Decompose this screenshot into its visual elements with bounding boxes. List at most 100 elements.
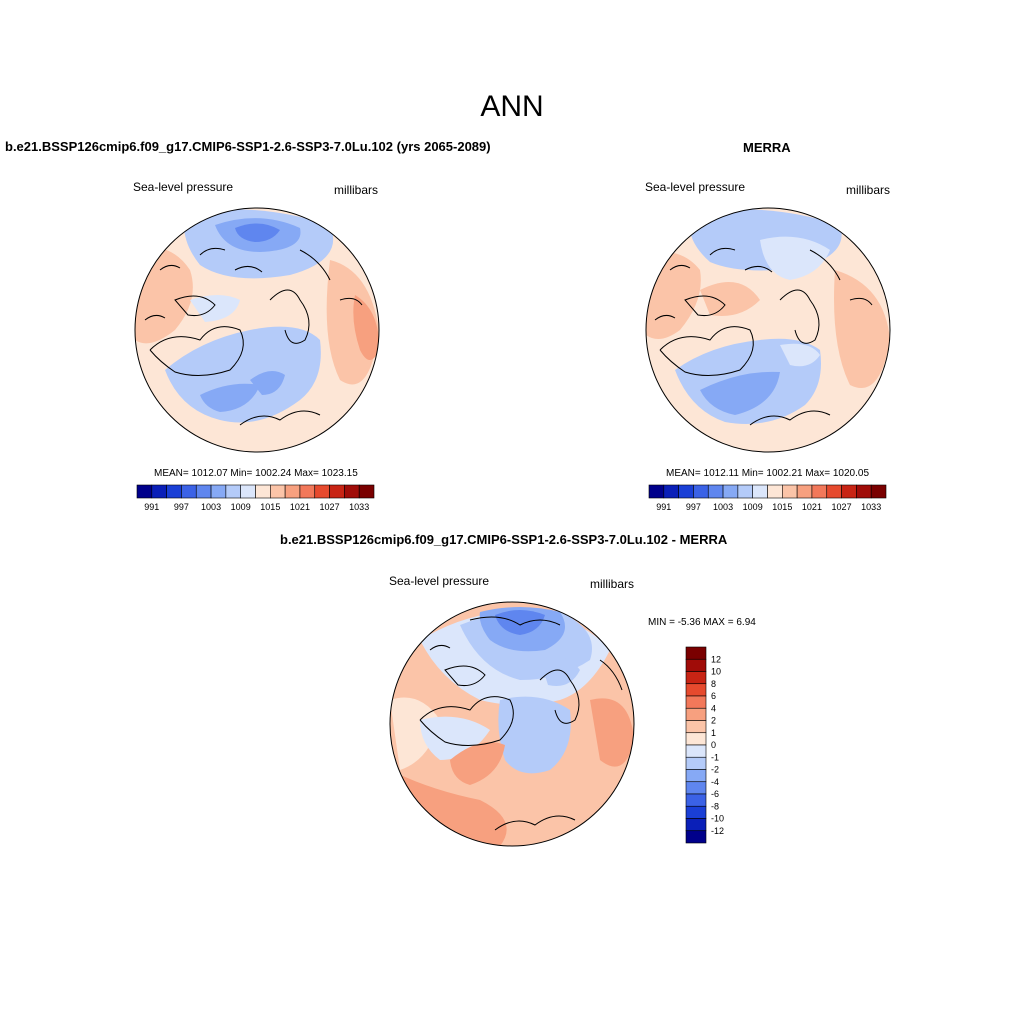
map1-colorbar-tick-label: 1009: [231, 502, 251, 512]
panel2-units-label: millibars: [846, 183, 891, 197]
map2-colorbar-box: [693, 484, 709, 499]
pressure-region: [540, 656, 580, 686]
map2-border: [645, 207, 891, 453]
coastline: [654, 264, 691, 321]
map3-colorbar-box: [685, 646, 707, 660]
coastline: [659, 326, 754, 376]
pressure-region: [700, 282, 760, 316]
pressure-region: [390, 697, 440, 770]
pressure-region: [200, 383, 260, 412]
map3-colorbar-tick-label: 4: [711, 703, 716, 713]
map1-colorbar-box: [195, 484, 212, 499]
map3-colorbar-box: [685, 756, 707, 770]
map3-colorbar-box: [685, 732, 707, 746]
map1-colorbar: 991 997 1003 1009 1015 1021 1027 1033: [136, 484, 375, 512]
map2-colorbar-tick-label: 1015: [772, 502, 792, 512]
map3-colorbar-box: [685, 805, 707, 819]
map2-colorbar-box: [856, 484, 872, 499]
map3-colorbar-box: [685, 707, 707, 721]
panel2-stats: MEAN= 1012.11 Min= 1002.21 Max= 1020.05: [666, 468, 870, 479]
pressure-region: [760, 236, 830, 280]
map2-colorbar-tick-label: 1027: [832, 502, 852, 512]
map2-colorbar-tick-label: 997: [686, 502, 701, 512]
map3-field: [390, 602, 634, 846]
pressure-region: [498, 696, 571, 774]
coastline: [174, 295, 216, 316]
map2-colorbar-box: [826, 484, 842, 499]
map1-colorbar-box: [240, 484, 256, 499]
coastline: [149, 326, 244, 376]
coastline: [539, 669, 580, 724]
coastline: [419, 696, 514, 746]
map1-colorbar-box: [299, 484, 316, 499]
map3-colorbar-tick-label: 0: [711, 740, 716, 750]
map1-colorbar-tick-label: 1003: [201, 502, 221, 512]
map3-colorbar-box: [685, 695, 707, 709]
pressure-region: [190, 295, 240, 322]
map1-colorbar-box: [329, 484, 345, 499]
pressure-region: [353, 295, 379, 360]
map1-colorbar-box: [358, 484, 375, 499]
map3-colorbar-box: [685, 744, 707, 758]
map3-colorbar-box: [685, 720, 707, 734]
map1-colorbar-tick-label: 1015: [260, 502, 280, 512]
pressure-region: [495, 610, 545, 635]
pressure-region: [450, 742, 505, 785]
map2-colorbar-box: [722, 484, 739, 499]
coastline: [299, 249, 363, 306]
coastline: [809, 249, 873, 306]
panel3-left-label: Sea-level pressure: [389, 574, 490, 588]
map3-colorbar-tick-label: 2: [711, 716, 716, 726]
pressure-region: [700, 371, 780, 415]
map3-colorbar-tick-label: -4: [711, 777, 719, 787]
map2-colorbar: 991 997 1003 1009 1015 1021 1027 1033: [648, 484, 887, 512]
map2-colorbar-box: [678, 484, 694, 499]
map3-border: [389, 601, 635, 847]
map2-colorbar-box: [767, 484, 783, 499]
map2-colorbar-tick-label: 1033: [861, 502, 881, 512]
coastline: [469, 616, 561, 626]
map3-colorbar-tick-label: -12: [711, 826, 724, 836]
pressure-region: [834, 270, 890, 388]
panel3-title: b.e21.BSSP126cmip6.f09_g17.CMIP6-SSP1-2.…: [280, 532, 728, 547]
map1-colorbar-box: [181, 484, 197, 499]
map3-colorbar-box: [685, 769, 707, 783]
map3-colorbar-tick-label: -2: [711, 765, 719, 775]
panel3-units-label: millibars: [590, 577, 635, 591]
map1-colorbar-tick-label: 1027: [320, 502, 340, 512]
pressure-region: [780, 343, 820, 367]
panel2-title: MERRA: [743, 140, 791, 155]
map3-colorbar-box: [685, 830, 707, 844]
coastline: [749, 410, 831, 426]
map1-colorbar-box: [344, 484, 360, 499]
panel3-stats: MIN = -5.36 MAX = 6.94: [648, 617, 756, 628]
map3-colorbar-tick-label: 12: [711, 654, 721, 664]
map3-colorbar-box: [685, 683, 707, 697]
map2-colorbar-box: [707, 484, 724, 499]
map2-colorbar-tick-label: 1009: [743, 502, 763, 512]
map3-colorbar-tick-label: 10: [711, 667, 721, 677]
map2-colorbar-box: [870, 484, 887, 499]
map2-colorbar-box: [648, 484, 665, 499]
coastline: [444, 665, 486, 686]
map2-colorbar-box: [752, 484, 768, 499]
map1-colorbar-tick-label: 991: [144, 502, 159, 512]
map2-colorbar-tick-label: 1003: [713, 502, 733, 512]
map1-colorbar-box: [314, 484, 330, 499]
map2-field: [646, 208, 890, 452]
map1-colorbar-box: [284, 484, 301, 499]
map1-colorbar-box: [270, 484, 286, 499]
panel1-title: b.e21.BSSP126cmip6.f09_g17.CMIP6-SSP1-2.…: [5, 139, 491, 154]
map1-colorbar-box: [166, 484, 182, 499]
pressure-region: [250, 371, 285, 395]
panel1-stats: MEAN= 1012.07 Min= 1002.24 Max= 1023.15: [154, 468, 358, 479]
map1-field: [135, 208, 379, 452]
pressure-region: [420, 716, 490, 760]
coastline: [684, 295, 726, 316]
coastline: [494, 815, 576, 831]
map1-colorbar-box: [151, 484, 167, 499]
map1-colorbar-tick-label: 1033: [349, 502, 369, 512]
map3-colorbar-tick-label: 6: [711, 691, 716, 701]
